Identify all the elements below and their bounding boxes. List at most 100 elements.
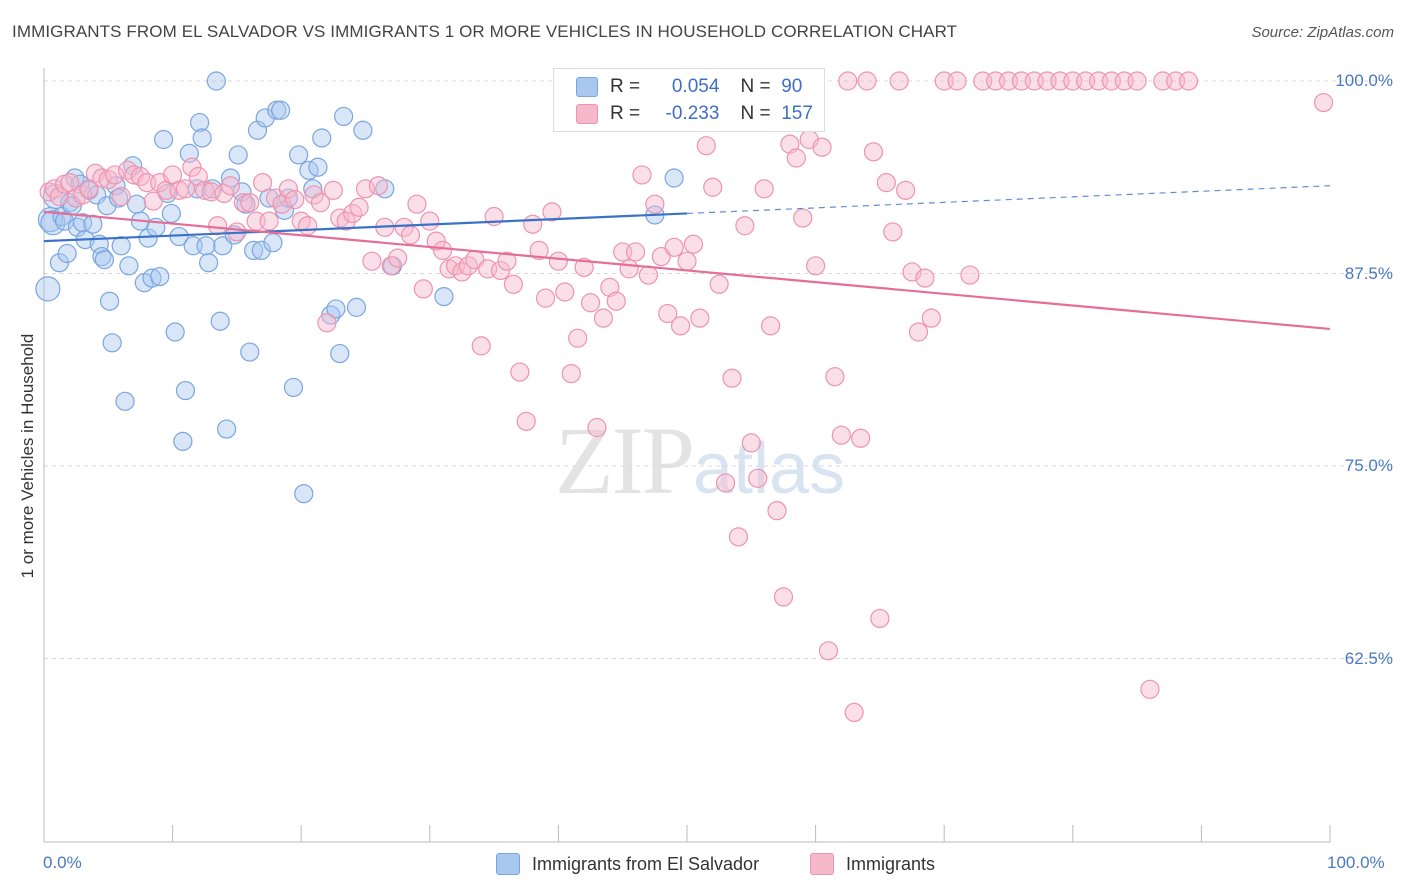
point-immigrants bbox=[555, 282, 575, 302]
point-immigrants bbox=[336, 211, 356, 231]
point-immigrants bbox=[593, 308, 614, 328]
point-el-salvador bbox=[192, 128, 212, 148]
point-el-salvador bbox=[165, 322, 185, 342]
point-el-salvador bbox=[173, 431, 193, 451]
point-immigrants bbox=[683, 234, 704, 254]
point-immigrants bbox=[818, 641, 839, 661]
point-immigrants bbox=[606, 291, 626, 311]
point-immigrants bbox=[111, 186, 131, 207]
point-immigrants bbox=[670, 316, 691, 336]
point-el-salvador bbox=[251, 240, 271, 260]
point-el-salvador bbox=[217, 419, 237, 439]
legend-item-immigrants[interactable]: Immigrants bbox=[810, 853, 935, 875]
point-immigrants bbox=[503, 274, 523, 294]
point-el-salvador bbox=[94, 250, 115, 270]
point-el-salvador bbox=[294, 484, 314, 504]
point-immigrants bbox=[214, 183, 234, 204]
point-immigrants bbox=[587, 417, 607, 438]
point-immigrants bbox=[323, 180, 343, 200]
point-el-salvador bbox=[210, 311, 230, 331]
legend-swatch-el-salvador bbox=[496, 853, 520, 875]
point-immigrants bbox=[760, 316, 781, 336]
point-immigrants bbox=[548, 251, 569, 271]
point-immigrants bbox=[921, 308, 941, 328]
n-value: 90 bbox=[781, 76, 803, 97]
point-immigrants bbox=[278, 179, 298, 199]
legend-item-el-salvador[interactable]: Immigrants from El Salvador bbox=[496, 853, 759, 875]
point-immigrants bbox=[368, 176, 388, 196]
point-immigrants bbox=[143, 191, 163, 211]
r-label: R = bbox=[610, 103, 641, 124]
point-el-salvador bbox=[326, 299, 346, 319]
point-el-salvador bbox=[153, 129, 174, 150]
point-immigrants bbox=[786, 148, 806, 168]
point-immigrants bbox=[580, 293, 601, 313]
point-el-salvador bbox=[334, 106, 354, 127]
point-immigrants bbox=[863, 142, 884, 162]
point-el-salvador bbox=[92, 246, 112, 267]
point-immigrants bbox=[400, 225, 421, 245]
point-immigrants bbox=[908, 322, 929, 342]
point-immigrants bbox=[767, 501, 787, 521]
point-el-salvador bbox=[434, 287, 454, 307]
point-immigrants bbox=[735, 216, 755, 236]
source-note: Source: ZipAtlas.com bbox=[1251, 24, 1394, 41]
point-immigrants bbox=[362, 251, 382, 271]
point-immigrants bbox=[793, 208, 813, 228]
point-immigrants bbox=[388, 248, 408, 268]
point-immigrants bbox=[285, 189, 305, 210]
y-axis-label: 1 or more Vehicles in Household bbox=[18, 333, 37, 579]
point-immigrants bbox=[298, 216, 318, 236]
stats-swatch-el-salvador bbox=[576, 77, 598, 97]
watermark: ZIPatlas bbox=[555, 405, 845, 516]
trendline-el-salvador-extension bbox=[686, 185, 1331, 215]
point-immigrants bbox=[349, 197, 369, 217]
point-immigrants bbox=[896, 180, 916, 200]
point-immigrants bbox=[889, 71, 909, 91]
point-immigrants bbox=[233, 193, 253, 213]
point-el-salvador bbox=[196, 236, 216, 256]
point-el-salvador bbox=[57, 243, 77, 264]
y-tick-label: 75.0% bbox=[1344, 456, 1393, 475]
point-immigrants bbox=[851, 428, 871, 448]
point-immigrants bbox=[542, 202, 562, 222]
point-immigrants bbox=[105, 165, 125, 185]
point-immigrants bbox=[259, 211, 279, 231]
point-immigrants bbox=[876, 173, 896, 193]
point-el-salvador bbox=[244, 240, 264, 260]
n-label: N = bbox=[740, 76, 771, 97]
point-immigrants bbox=[497, 251, 517, 271]
point-immigrants bbox=[638, 265, 659, 285]
point-immigrants bbox=[317, 313, 337, 333]
point-el-salvador bbox=[664, 168, 684, 188]
point-immigrants bbox=[883, 222, 903, 242]
point-el-salvador bbox=[150, 266, 170, 287]
watermark-atlas: atlas bbox=[693, 429, 846, 509]
point-immigrants bbox=[805, 256, 826, 276]
y-tick-label: 87.5% bbox=[1344, 263, 1393, 283]
point-immigrants bbox=[510, 362, 530, 382]
stats-row-el-salvador: R = 0.054 N = 90 bbox=[576, 75, 802, 99]
point-immigrants bbox=[561, 364, 581, 384]
point-immigrants bbox=[703, 177, 723, 197]
point-immigrants bbox=[741, 433, 761, 453]
point-immigrants bbox=[870, 608, 890, 629]
point-immigrants bbox=[413, 279, 433, 299]
point-el-salvador bbox=[102, 333, 122, 353]
watermark-zip: ZIP bbox=[555, 407, 695, 514]
point-immigrants bbox=[407, 194, 427, 214]
stats-box: R = 0.054 N = 90 R = -0.233 N = 157 bbox=[553, 68, 825, 132]
legend-label-el-salvador: Immigrants from El Salvador bbox=[532, 853, 760, 874]
point-immigrants bbox=[632, 165, 652, 185]
chart-title: IMMIGRANTS FROM EL SALVADOR VS IMMIGRANT… bbox=[12, 22, 958, 41]
point-immigrants bbox=[310, 193, 331, 213]
point-immigrants bbox=[690, 308, 710, 328]
point-immigrants bbox=[394, 217, 414, 237]
point-immigrants bbox=[651, 246, 671, 267]
point-immigrants bbox=[175, 179, 196, 199]
point-el-salvador bbox=[263, 233, 283, 253]
point-el-salvador bbox=[206, 71, 226, 91]
point-immigrants bbox=[715, 473, 736, 493]
point-el-salvador bbox=[312, 128, 332, 148]
